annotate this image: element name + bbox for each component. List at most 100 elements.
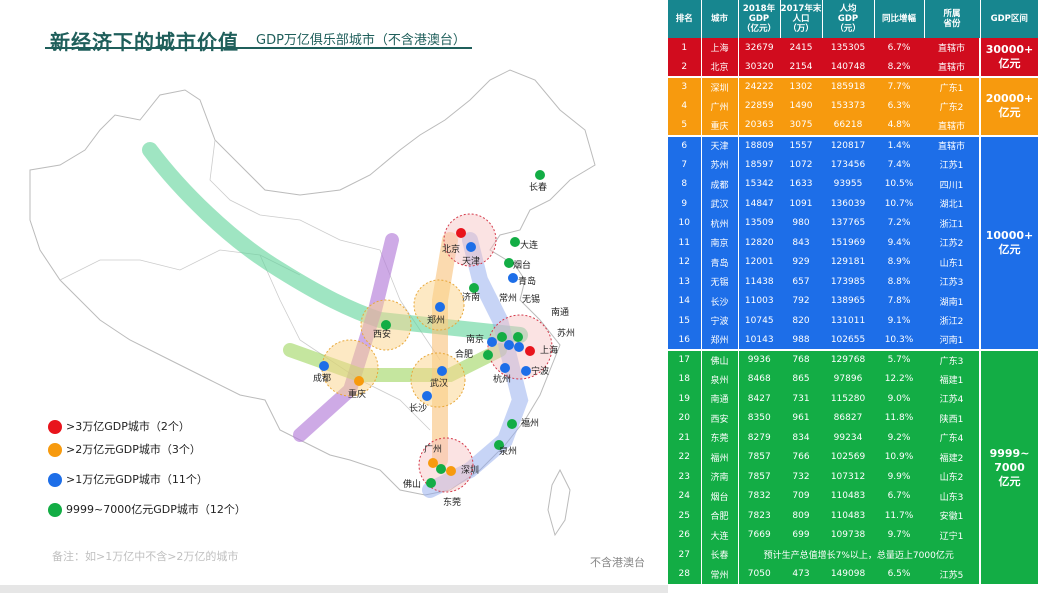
city-cell: 大连	[701, 525, 739, 545]
pcgdp-cell: 136039	[822, 194, 874, 214]
svg-text:郑州: 郑州	[427, 314, 445, 326]
city-cell: 上海	[701, 38, 739, 58]
header-per-capita-gdp: 人均 GDP （元）	[822, 0, 875, 38]
pop-cell: 657	[780, 272, 822, 292]
pcgdp-cell: 149098	[822, 564, 874, 584]
table-row: 5 重庆 20363 3075 66218 4.8% 直辖市	[668, 116, 1038, 136]
prov-cell: 陕西1	[924, 408, 980, 428]
table-row: 10 杭州 13509 980 137765 7.2% 浙江1	[668, 213, 1038, 233]
gdp-ranking-table: 排名 城市 2018年 GDP （亿元） 2017年末 人口 （万） 人均 GDP （元） …	[668, 0, 1038, 584]
city-dot-chengdu	[319, 361, 329, 371]
pop-cell: 809	[780, 506, 822, 526]
rank-cell: 28	[668, 564, 702, 584]
city-dot-hangzhou	[500, 363, 510, 373]
rank-cell: 27	[668, 545, 702, 565]
pcgdp-cell: 129181	[822, 252, 874, 272]
table-header: 排名 城市 2018年 GDP （亿元） 2017年末 人口 （万） 人均 GDP （元） …	[668, 0, 1038, 38]
pop-cell: 843	[780, 233, 822, 253]
gdp-cell: 18597	[738, 155, 780, 175]
growth-cell: 10.3%	[874, 330, 924, 350]
city-dot-quanzhou	[494, 440, 504, 450]
growth-cell: 10.9%	[874, 447, 924, 467]
city-cell: 合肥	[701, 506, 739, 526]
pcgdp-cell: 140748	[822, 57, 874, 77]
pcgdp-cell: 93955	[822, 174, 874, 194]
svg-text:烟台: 烟台	[513, 259, 531, 271]
gdp-cell: 9936	[738, 349, 780, 370]
rank-cell: 1	[668, 38, 702, 58]
table-row: 22 福州 7857 766 102569 10.9% 福建2	[668, 447, 1038, 467]
gdp-cell: 12001	[738, 252, 780, 272]
pop-cell: 929	[780, 252, 822, 272]
svg-text:无锡: 无锡	[522, 294, 540, 305]
gdp-cell: 11438	[738, 272, 780, 292]
prov-cell: 江苏5	[924, 564, 980, 584]
gdp-cell: 32679	[738, 38, 780, 58]
city-cell: 苏州	[701, 155, 739, 175]
svg-text:常州: 常州	[499, 292, 517, 304]
city-dot-beijing	[456, 228, 466, 238]
pcgdp-cell: 173985	[822, 272, 874, 292]
table-row: 7 苏州 18597 1072 173456 7.4% 江苏1	[668, 155, 1038, 175]
pop-cell: 980	[780, 213, 822, 233]
growth-cell: 6.3%	[874, 96, 924, 116]
table-row: 21 东莞 8279 834 99234 9.2% 广东4	[668, 428, 1038, 448]
table-row: 3 深圳 24222 1302 185918 7.7% 广东1 20000+ 亿元	[668, 76, 1038, 136]
growth-cell: 1.4%	[874, 134, 924, 155]
gdp-cell: 8279	[738, 428, 780, 448]
gdp-cell: 14847	[738, 194, 780, 214]
pop-cell: 732	[780, 467, 822, 487]
rank-cell: 15	[668, 311, 702, 331]
svg-text:大连: 大连	[520, 239, 538, 251]
pcgdp-cell: 109738	[822, 525, 874, 545]
table-row: 13 无锡 11438 657 173985 8.8% 江苏3	[668, 272, 1038, 292]
table-row: 2 北京 30320 2154 140748 8.2% 直辖市	[668, 57, 1038, 77]
pcgdp-cell: 99234	[822, 428, 874, 448]
gdp-cell: 10745	[738, 311, 780, 331]
gdp-cell: 7857	[738, 447, 780, 467]
rank-cell: 23	[668, 467, 702, 487]
table-row: 16 郑州 10143 988 102655 10.3% 河南1	[668, 330, 1038, 350]
growth-cell: 12.2%	[874, 369, 924, 389]
prov-cell: 江苏1	[924, 155, 980, 175]
city-dot-xian	[381, 320, 391, 330]
growth-cell: 9.0%	[874, 389, 924, 409]
rank-cell: 5	[668, 116, 702, 136]
rank-cell: 11	[668, 233, 702, 253]
pcgdp-cell: 66218	[822, 116, 874, 136]
city-cell: 郑州	[701, 330, 739, 350]
gdp-cell: 11003	[738, 291, 780, 311]
pcgdp-cell: 102655	[822, 330, 874, 350]
exclusion-note: 不含港澳台	[590, 556, 645, 569]
growth-cell: 9.2%	[874, 428, 924, 448]
northwest-corridor	[142, 142, 528, 343]
svg-text:北京: 北京	[442, 243, 460, 255]
city-cell: 泉州	[701, 369, 739, 389]
header-growth: 同比增幅	[874, 0, 925, 38]
bottom-bar	[0, 585, 668, 593]
growth-cell: 8.8%	[874, 272, 924, 292]
prov-cell: 湖南1	[924, 291, 980, 311]
city-cell: 南通	[701, 389, 739, 409]
svg-text:深圳: 深圳	[461, 465, 479, 476]
city-cell: 杭州	[701, 213, 739, 233]
header-province: 所属 省份	[924, 0, 981, 38]
pop-cell: 768	[780, 349, 822, 370]
growth-cell: 7.2%	[874, 213, 924, 233]
growth-cell: 6.7%	[874, 486, 924, 506]
rank-cell: 22	[668, 447, 702, 467]
city-dot-guangzhou	[428, 458, 438, 468]
table-row: 26 大连 7669 699 109738 9.7% 辽宁1	[668, 525, 1038, 545]
pcgdp-cell: 102569	[822, 447, 874, 467]
pop-cell: 792	[780, 291, 822, 311]
orange-dot-icon	[48, 443, 62, 457]
prov-cell: 直辖市	[924, 116, 980, 136]
city-dot-chongqing	[354, 376, 364, 386]
table-row: 12 青岛 12001 929 129181 8.9% 山东1	[668, 252, 1038, 272]
header-rank: 排名	[668, 0, 702, 38]
pcgdp-cell: 135305	[822, 38, 874, 58]
pcgdp-cell: 151969	[822, 233, 874, 253]
legend-item-blue: >1万亿元GDP城市（11个）	[48, 473, 248, 487]
prov-cell: 四川1	[924, 174, 980, 194]
city-dot-zhengzhou	[435, 302, 445, 312]
